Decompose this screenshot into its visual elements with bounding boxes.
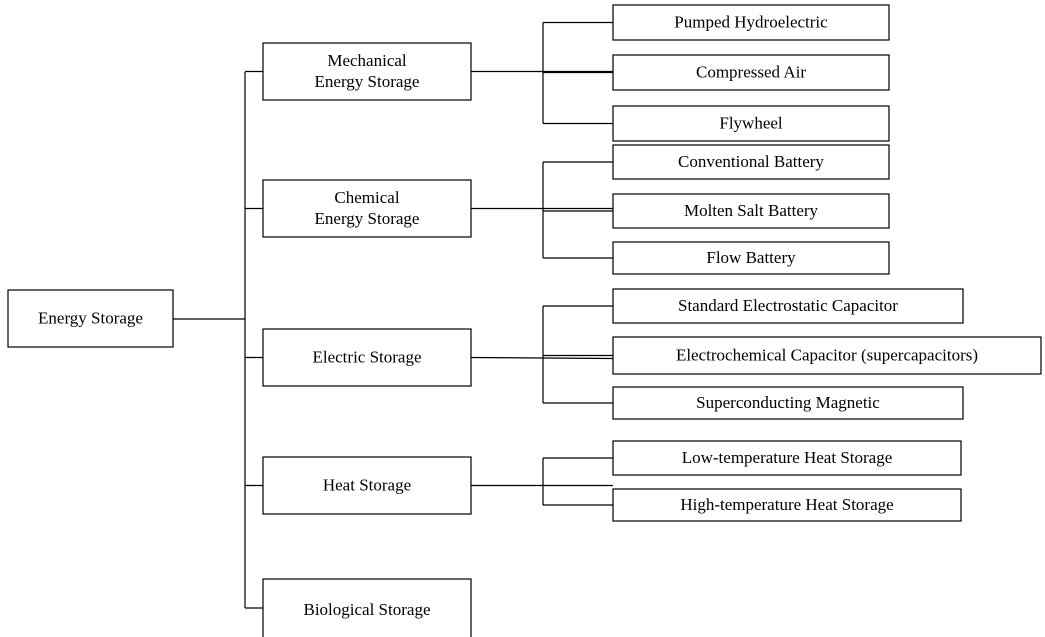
branch-node <box>262 578 472 637</box>
leaf-node-label: Compressed Air <box>696 62 806 81</box>
branch-node-label: Biological Storage <box>303 600 430 619</box>
branch-node-label: Electric Storage <box>312 347 421 366</box>
leaf-node-label: Electrochemical Capacitor (supercapacito… <box>676 345 978 364</box>
leaf-node-label: Low-temperature Heat Storage <box>682 448 893 467</box>
leaf-node-label: Standard Electrostatic Capacitor <box>678 296 898 315</box>
branch-node-label: Energy Storage <box>315 72 420 91</box>
leaf-node <box>612 241 890 275</box>
branch-node-label: Energy Storage <box>315 209 420 228</box>
branch-node-label: Mechanical <box>327 51 407 70</box>
leaf-node <box>612 54 890 91</box>
leaf-node-label: Pumped Hydroelectric <box>674 12 828 31</box>
branch-node <box>262 328 472 387</box>
branch-node-label: Chemical <box>334 188 399 207</box>
leaf-node <box>612 336 1042 375</box>
branch-node <box>262 179 472 238</box>
leaf-node <box>612 144 890 180</box>
leaf-node <box>612 386 964 420</box>
leaf-node <box>612 193 890 229</box>
leaf-node-label: Superconducting Magnetic <box>696 393 880 412</box>
leaf-node-label: Flywheel <box>719 113 783 132</box>
leaf-node <box>612 288 964 324</box>
leaf-node-label: High-temperature Heat Storage <box>680 495 893 514</box>
branch-node-label: Heat Storage <box>323 475 411 494</box>
leaf-node <box>612 105 890 142</box>
connector <box>470 356 614 360</box>
root-node <box>7 289 174 348</box>
leaf-node <box>612 4 890 41</box>
leaf-node-label: Molten Salt Battery <box>684 201 819 220</box>
leaf-node-label: Flow Battery <box>706 248 796 267</box>
branch-node <box>262 42 472 101</box>
branch-node <box>262 456 472 515</box>
leaf-node <box>612 488 962 522</box>
leaf-node-label: Conventional Battery <box>678 152 824 171</box>
leaf-node <box>612 440 962 476</box>
root-node-label: Energy Storage <box>38 308 143 327</box>
